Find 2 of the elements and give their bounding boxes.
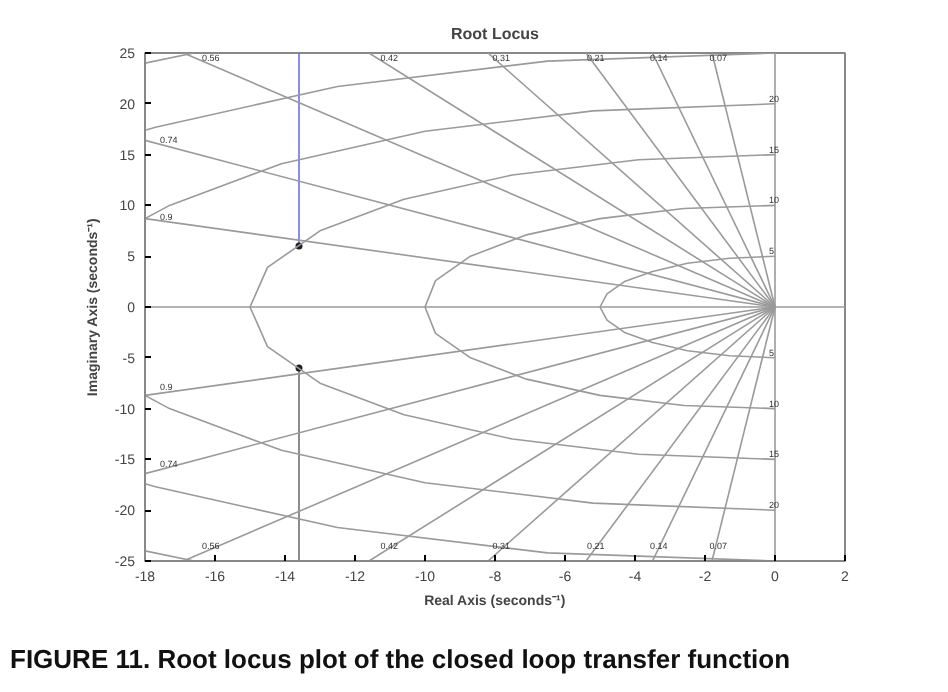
- caption: FIGURE 11. Root locus plot of the closed loop transfer function: [10, 642, 791, 678]
- chart-title: Root Locus: [451, 25, 541, 43]
